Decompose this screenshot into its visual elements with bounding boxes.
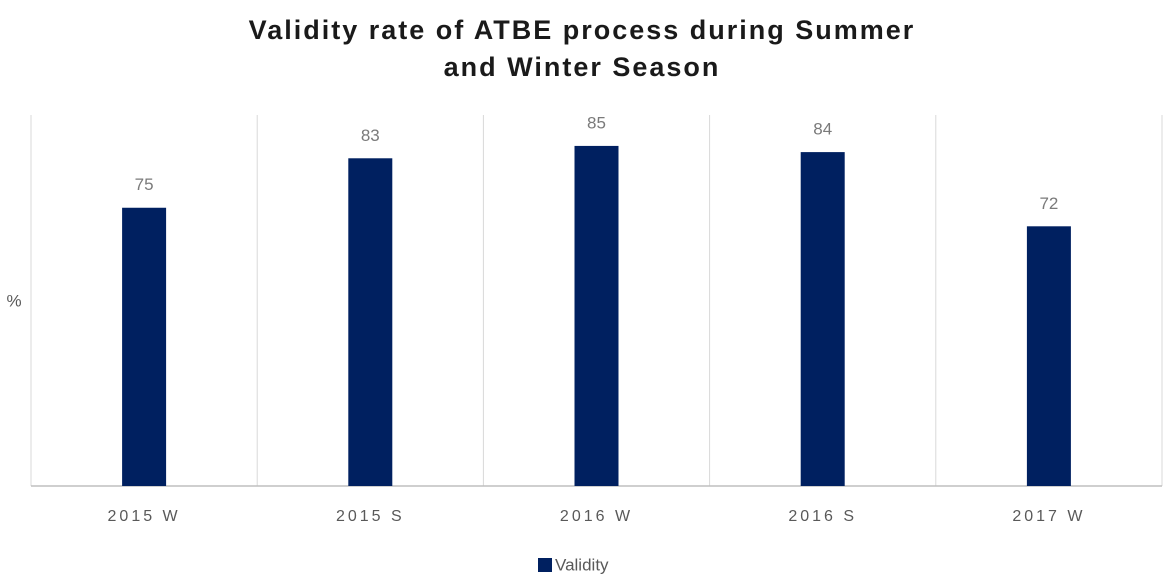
x-tick-label: 2015 S <box>336 508 405 525</box>
x-tick-label: 2016 W <box>560 508 633 525</box>
x-tick-label: 2015 W <box>108 508 181 525</box>
chart-title: Validity rate of ATBE process during Sum… <box>248 15 916 82</box>
bar <box>122 207 167 486</box>
data-label: 85 <box>587 113 606 132</box>
legend-label: Validity <box>555 555 609 574</box>
legend-swatch <box>538 558 552 572</box>
data-label: 83 <box>361 126 380 145</box>
y-axis-label: % <box>6 291 21 310</box>
bar <box>1026 226 1071 487</box>
data-label: 75 <box>135 175 154 194</box>
x-tick-label: 2016 S <box>788 508 857 525</box>
x-tick-label: 2017 W <box>1012 508 1085 525</box>
bar <box>574 145 619 486</box>
bar <box>348 158 393 487</box>
data-label: 72 <box>1039 194 1058 213</box>
bar <box>800 152 845 486</box>
data-label: 84 <box>813 120 832 139</box>
